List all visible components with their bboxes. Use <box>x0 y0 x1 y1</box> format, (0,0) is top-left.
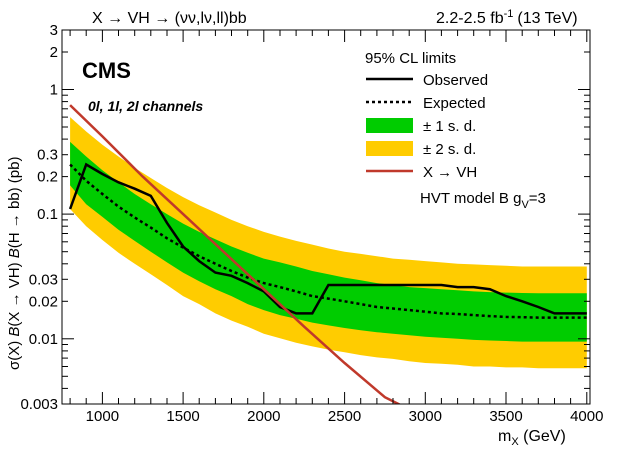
xlabel-unit: (GeV) <box>519 428 566 445</box>
y-tick-label: 0.01 <box>29 331 58 348</box>
x-tick-label: 4000 <box>570 408 603 425</box>
y-tick-label: 3 <box>50 22 58 39</box>
y-tick-label: 0.03 <box>29 271 58 288</box>
plot-frame <box>61 29 591 405</box>
x-axis: 1000 1500 2000 2500 3000 3500 4000 <box>69 30 603 425</box>
cms-logo-text: CMS <box>82 58 131 83</box>
legend-band2: ± 2 s. d. <box>423 141 476 158</box>
expected-limit-line <box>69 163 587 319</box>
x-tick-label: 1000 <box>86 408 119 425</box>
process-title: X → VH → (νν,lν,ll)bb <box>92 10 247 27</box>
y-tick-label: 0.003 <box>20 396 58 413</box>
y-tick-label: 1 <box>50 81 58 98</box>
y-tick-label: 0.1 <box>37 206 58 223</box>
x-tick-label: 3500 <box>489 408 522 425</box>
luminosity-label: 2.2-2.5 fb-1 (13 TeV) <box>436 8 578 27</box>
legend-header: 95% CL limits <box>365 50 456 67</box>
ylabel-part-c: (X → VH) <box>6 258 23 326</box>
legend-band2-swatch <box>366 141 413 156</box>
legend: 95% CL limits Observed Expected ± 1 s. d… <box>365 50 546 211</box>
lumi-value: 2.2-2.5 fb <box>436 10 504 27</box>
y-tick-label: 0.3 <box>37 147 58 164</box>
lumi-exponent: -1 <box>504 8 514 20</box>
y-axis-title: σ(X) B(X → VH) B(H → bb) (pb) <box>6 157 23 370</box>
ylabel-part-e: (H → bb) (pb) <box>6 157 23 249</box>
signal-xsec-line <box>69 104 402 404</box>
xlabel-main: m <box>498 428 511 445</box>
xlabel-sub: X <box>511 436 519 448</box>
x-tick-label: 2500 <box>328 408 361 425</box>
model-label-tail: =3 <box>529 190 546 207</box>
x-tick-label: 2000 <box>247 408 280 425</box>
observed-limit-line <box>68 162 587 315</box>
y-tick-label: 0.02 <box>29 293 58 310</box>
band-1sd <box>70 141 587 342</box>
legend-signal: X → VH <box>423 164 477 181</box>
plot-area <box>68 104 587 404</box>
x-tick-label: 3000 <box>409 408 442 425</box>
ylabel-part-b: B <box>6 327 23 337</box>
legend-observed: Observed <box>423 72 488 89</box>
ylabel-part-a: σ(X) <box>6 337 23 370</box>
legend-band1: ± 1 s. d. <box>423 118 476 135</box>
legend-band1-swatch <box>366 118 413 133</box>
legend-expected: Expected <box>423 95 486 112</box>
model-label-sub: V <box>521 199 529 211</box>
y-tick-label: 0.2 <box>37 169 58 186</box>
channels-label: 0l, 1l, 2l channels <box>88 98 203 114</box>
y-tick-label: 2 <box>50 44 58 61</box>
x-axis-title: mX (GeV) <box>498 428 566 448</box>
model-label-main: HVT model B g <box>420 190 521 207</box>
ylabel-part-d: B <box>6 248 23 258</box>
y-axis: 0.003 0.01 0.02 0.03 0.1 0.2 0.3 1 2 3 <box>20 22 590 413</box>
energy-label: (13 TeV) <box>517 10 577 27</box>
model-label: HVT model B gV=3 <box>420 190 546 211</box>
x-tick-label: 1500 <box>166 408 199 425</box>
